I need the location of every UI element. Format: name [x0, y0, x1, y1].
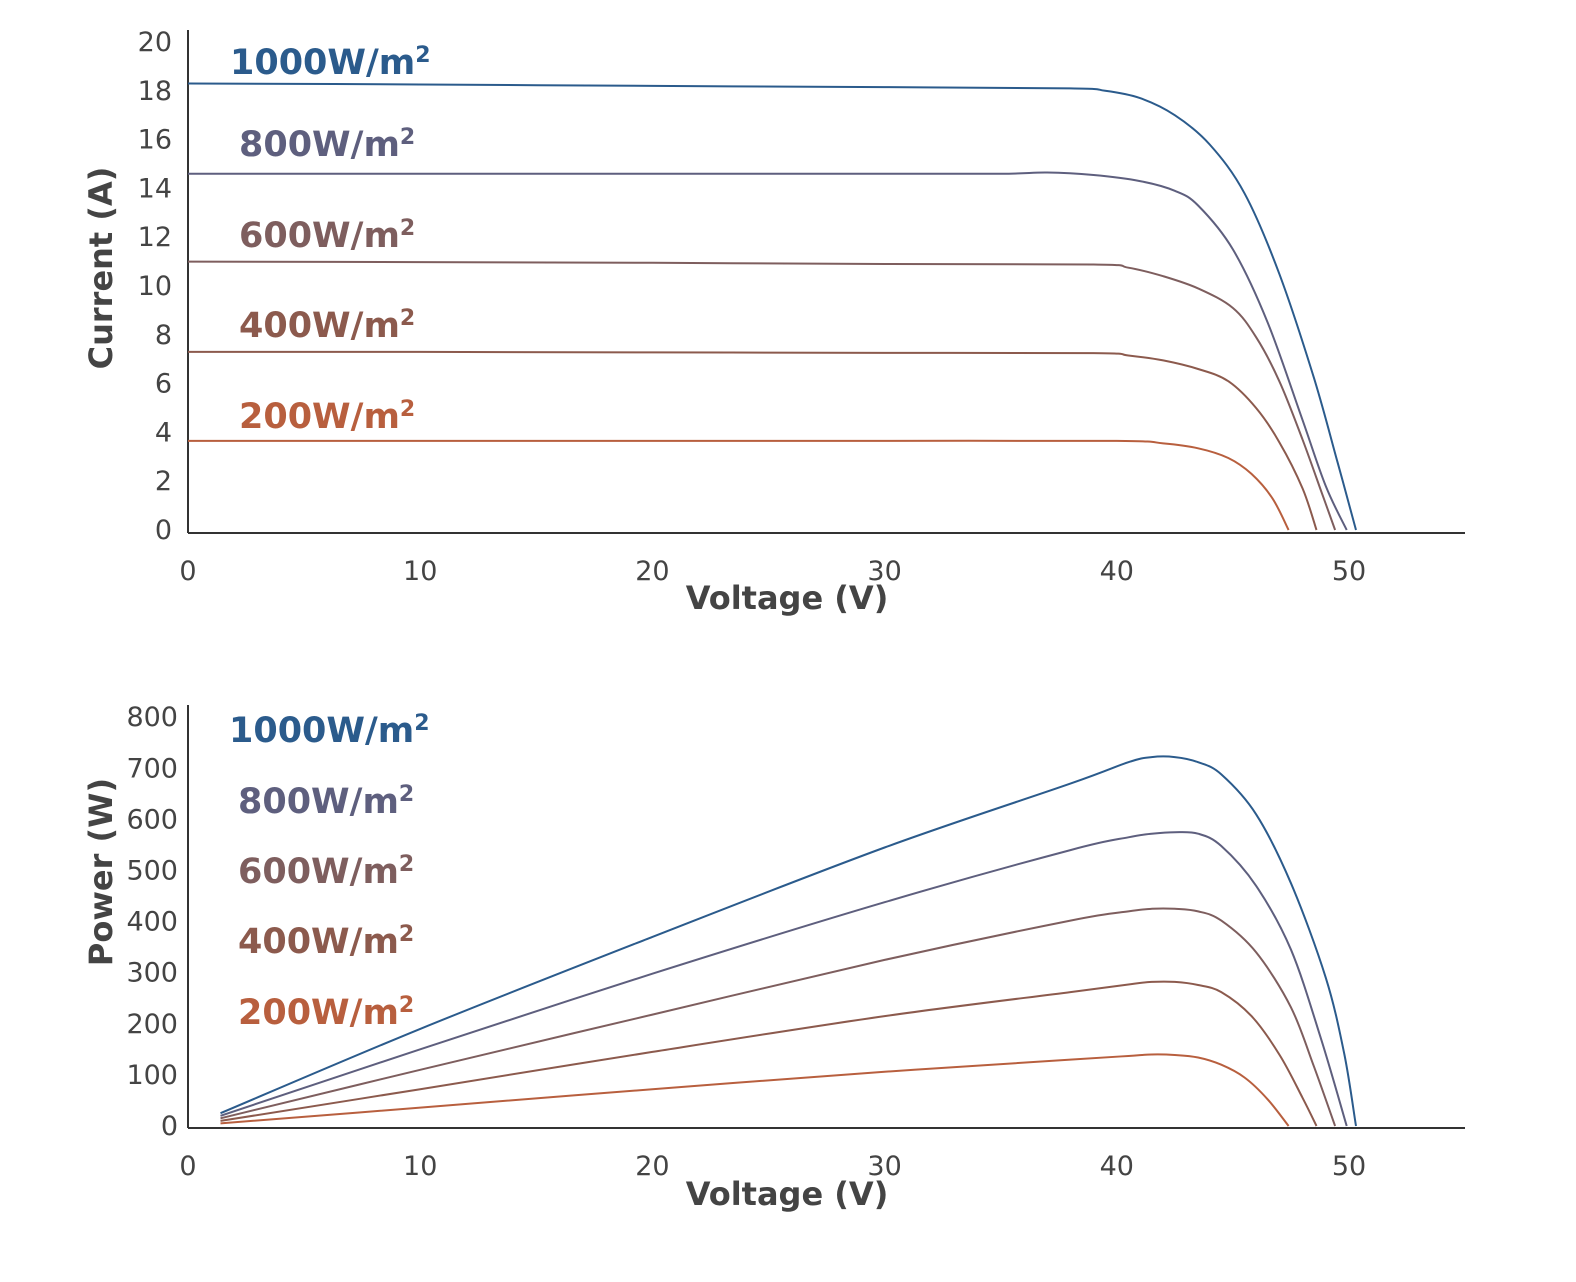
x-tick-labels: 0 10 20 30 40 50 [179, 556, 1366, 587]
series-label-400w-m2: 400W/m2 [238, 922, 414, 962]
y-tick-label: 6 [155, 369, 172, 400]
y-tick-label: 800 [126, 702, 178, 733]
y-axis-title: Current (A) [82, 167, 120, 370]
series-line-1000w-m2 [187, 82, 1357, 531]
x-tick-label: 10 [403, 1151, 437, 1182]
x-tick-label: 0 [179, 556, 196, 587]
y-tick-labels: 0 2 4 6 8 10 12 14 16 18 20 [138, 27, 172, 546]
y-tick-label: 600 [126, 804, 178, 835]
series-label-600w-m2: 600W/m2 [239, 216, 415, 256]
y-tick-label: 10 [138, 271, 172, 302]
series-label-800w-m2: 800W/m2 [238, 782, 414, 822]
y-tick-label: 12 [138, 222, 172, 253]
y-tick-label: 16 [138, 125, 172, 156]
x-tick-labels: 0 10 20 30 40 50 [179, 1151, 1366, 1182]
y-tick-label: 8 [155, 320, 172, 351]
y-tick-label: 300 [126, 958, 178, 989]
x-tick-label: 20 [635, 1151, 669, 1182]
y-tick-labels: 0 100 200 300 400 500 600 700 800 [126, 702, 178, 1142]
series-line-200w-m2 [220, 1053, 1290, 1127]
series-curves [187, 82, 1357, 531]
series-label-200w-m2: 200W/m2 [238, 993, 414, 1033]
series-labels: 1000W/m2 800W/m2 600W/m2 400W/m2 200W/m2 [230, 43, 431, 437]
y-tick-label: 18 [138, 76, 172, 107]
series-line-600w-m2 [187, 260, 1337, 531]
series-label-1000w-m2: 1000W/m2 [230, 43, 431, 83]
series-label-1000w-m2: 1000W/m2 [229, 711, 430, 751]
x-tick-label: 30 [867, 1151, 901, 1182]
y-tick-label: 0 [155, 515, 172, 546]
x-tick-label: 50 [1332, 556, 1366, 587]
series-line-400w-m2 [187, 350, 1318, 531]
x-tick-label: 20 [635, 556, 669, 587]
x-tick-label: 40 [1100, 556, 1134, 587]
y-tick-label: 0 [161, 1111, 178, 1142]
series-line-400w-m2 [220, 980, 1318, 1127]
series-line-600w-m2 [220, 907, 1337, 1127]
y-tick-label: 4 [155, 417, 172, 448]
series-line-800w-m2 [188, 171, 1348, 531]
series-line-200w-m2 [188, 439, 1290, 531]
series-line-800w-m2 [220, 831, 1348, 1127]
y-tick-label: 200 [126, 1009, 178, 1040]
y-tick-label: 700 [126, 753, 178, 784]
x-tick-label: 30 [867, 556, 901, 587]
x-tick-label: 50 [1332, 1151, 1366, 1182]
y-tick-label: 400 [126, 907, 178, 938]
series-line-1000w-m2 [220, 755, 1357, 1127]
y-tick-label: 2 [155, 466, 172, 497]
power-voltage-chart: Power (W) Voltage (V) 010020030040050060… [82, 702, 1465, 1213]
y-tick-label: 100 [126, 1060, 178, 1091]
y-axis-title: Power (W) [82, 778, 120, 966]
x-tick-label: 0 [179, 1151, 196, 1182]
y-tick-label: 500 [126, 856, 178, 887]
x-axis-title: Voltage (V) [686, 1175, 889, 1213]
series-label-200w-m2: 200W/m2 [239, 397, 415, 437]
series-label-600w-m2: 600W/m2 [238, 852, 414, 892]
series-labels: 1000W/m2 800W/m2 600W/m2 400W/m2 200W/m2 [229, 711, 430, 1033]
x-axis-title: Voltage (V) [686, 579, 889, 617]
series-label-400w-m2: 400W/m2 [239, 306, 415, 346]
y-tick-label: 20 [138, 27, 172, 58]
series-label-800w-m2: 800W/m2 [239, 125, 415, 165]
series-curves [220, 755, 1357, 1127]
x-tick-label: 40 [1100, 1151, 1134, 1182]
current-voltage-chart: Current (A) Voltage (V) 0 2 4 6 8 10 12 14 16 18 2… [82, 27, 1465, 617]
y-tick-label: 14 [138, 173, 172, 204]
x-tick-label: 10 [403, 556, 437, 587]
